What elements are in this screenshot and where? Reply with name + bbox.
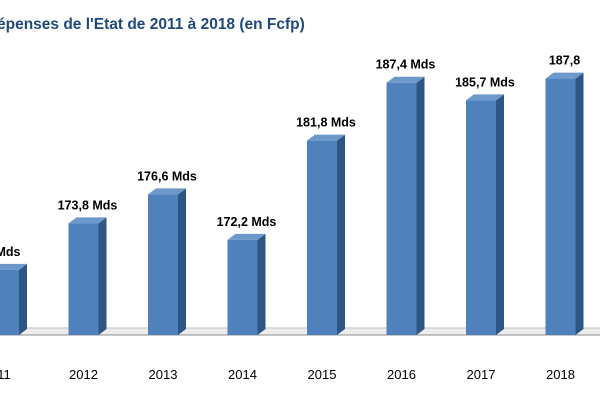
x-tick-label: 11 bbox=[0, 367, 11, 382]
bar-side bbox=[98, 217, 107, 335]
bar bbox=[386, 76, 425, 336]
bar-side bbox=[496, 94, 504, 335]
bar-top bbox=[148, 188, 186, 195]
bar-side bbox=[416, 76, 425, 336]
bar-front bbox=[68, 223, 99, 335]
bar-top bbox=[0, 263, 27, 270]
bar bbox=[545, 72, 584, 336]
data-label: 176,6 Mds bbox=[137, 169, 197, 183]
bar-side bbox=[337, 134, 345, 335]
bar bbox=[227, 233, 266, 335]
x-tick-label: 2013 bbox=[149, 367, 178, 382]
bar bbox=[0, 263, 27, 335]
value-labels: Mds 173,8 Mds 176,6 Mds 172,2 Mds 181,8 Mds 1… bbox=[0, 54, 580, 259]
x-tick-label: 2018 bbox=[546, 367, 575, 382]
bar bbox=[466, 94, 504, 335]
bar bbox=[68, 217, 107, 335]
bar-front bbox=[466, 100, 496, 335]
bar-front bbox=[307, 140, 337, 335]
x-tick-label: 2015 bbox=[308, 367, 337, 382]
bar-side bbox=[257, 233, 266, 335]
bar-front bbox=[0, 269, 19, 335]
data-label: 187,4 Mds bbox=[376, 58, 436, 72]
bar-top bbox=[545, 72, 584, 79]
data-label: 172,2 Mds bbox=[217, 215, 277, 229]
data-label: Mds bbox=[0, 245, 21, 259]
bar-side bbox=[575, 72, 584, 336]
x-tick-label: 2016 bbox=[387, 367, 416, 382]
bar-side bbox=[178, 188, 186, 335]
x-tick-label: 2014 bbox=[228, 367, 257, 382]
bar bbox=[148, 188, 186, 335]
bars bbox=[0, 72, 584, 336]
x-tick-label: 2017 bbox=[467, 367, 496, 382]
bar-top bbox=[386, 76, 425, 83]
bar-front bbox=[545, 78, 576, 336]
bar-side bbox=[19, 263, 27, 335]
x-tick-label: 2012 bbox=[69, 367, 98, 382]
data-label: 181,8 Mds bbox=[296, 116, 356, 130]
bar-top bbox=[307, 134, 345, 141]
data-label: 173,8 Mds bbox=[58, 198, 118, 212]
bar-top bbox=[68, 217, 107, 224]
chart-title: épenses de l'Etat de 2011 à 2018 (en Fcf… bbox=[0, 16, 305, 33]
data-label: 187,8 bbox=[549, 54, 580, 68]
data-label: 185,7 Mds bbox=[455, 75, 515, 89]
bar-top bbox=[227, 233, 266, 240]
bar-front bbox=[148, 194, 178, 335]
bar-front bbox=[386, 82, 417, 336]
bar-front bbox=[227, 239, 258, 335]
x-axis-ticks: 11 2012 2013 2014 2015 2016 2017 2018 bbox=[0, 367, 575, 382]
bar-top bbox=[466, 94, 504, 101]
bar bbox=[307, 134, 345, 335]
